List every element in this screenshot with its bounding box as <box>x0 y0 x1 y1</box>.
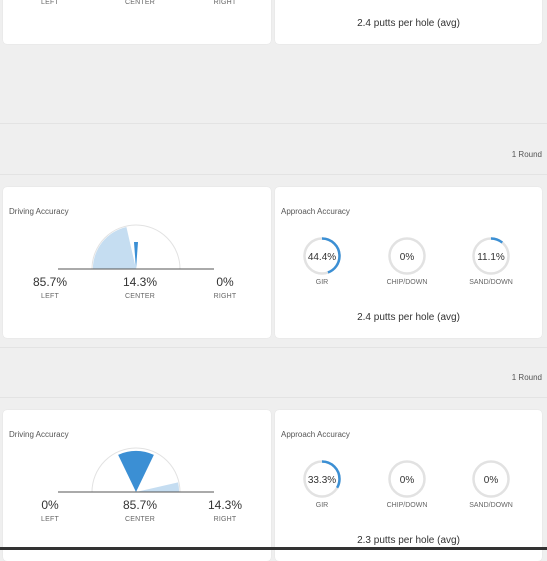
driving-left-percent: 85.7% <box>32 275 68 289</box>
driving-accuracy-card: Driving Accuracy 85.7% LEFT 14.3% CENTER 0% RI… <box>3 187 271 338</box>
driving-right-label: RIGHT <box>213 0 237 6</box>
approach-gir-stat: 44.4% GIR <box>282 236 362 286</box>
gir-ring-progress <box>303 237 341 275</box>
section-divider <box>0 174 547 175</box>
approach-gir-percent: 44.4% <box>308 252 336 263</box>
approach-gir-percent: 33.3% <box>308 475 336 486</box>
driving-right-label: RIGHT <box>213 516 237 523</box>
putts-per-hole: 2.3 putts per hole (avg) <box>357 535 460 546</box>
driving-center-percent: 14.3% <box>122 275 158 289</box>
driving-accuracy-title: Driving Accuracy <box>9 430 69 439</box>
approach-gir-stat: 33.3% GIR <box>282 459 362 509</box>
section-divider <box>0 347 547 348</box>
window-bottom-edge <box>0 547 547 550</box>
driving-right-percent: 14.3% <box>207 498 243 512</box>
driving-center-stat: 85.7% CENTER <box>100 498 180 523</box>
approach-sand-stat: 11.1% SAND/DOWN <box>451 236 531 286</box>
approach-sand-stat: 0% SAND/DOWN <box>451 459 531 509</box>
driving-right-stat: 0% RIGHT <box>185 275 265 300</box>
driving-left-stat: 42.9%LEFT <box>10 0 90 6</box>
driving-right-stat: 7.1%RIGHT <box>185 0 265 6</box>
rounds-count: 1 Round <box>511 150 542 159</box>
dial-right-sector <box>136 482 180 492</box>
sand-ring-icon: 11.1% <box>472 237 510 275</box>
approach-sand-label: SAND/DOWN <box>469 502 513 509</box>
rounds-count: 1 Round <box>511 373 542 382</box>
driving-center-percent: 85.7% <box>122 498 158 512</box>
sand-ring-progress <box>472 237 510 275</box>
approach-accuracy-card: Approach Accuracy 33.3% GIR 0% CHIP/DOWN 0% SA… <box>275 410 542 561</box>
putts-per-hole: 2.4 putts per hole (avg) <box>357 18 460 29</box>
approach-sand-percent: 0% <box>484 475 499 486</box>
putts-per-hole: 2.4 putts per hole (avg) <box>357 312 460 323</box>
approach-chip-percent: 0% <box>400 475 415 486</box>
approach-chip-stat: 0% CHIP/DOWN <box>367 236 447 286</box>
section-divider <box>0 397 547 398</box>
driving-left-stat: 0% LEFT <box>10 498 90 523</box>
sand-ring-icon: 0% <box>472 460 510 498</box>
driving-direction-dial <box>58 447 214 493</box>
driving-center-stat: 14.3% CENTER <box>100 275 180 300</box>
gir-ring-progress <box>303 460 341 498</box>
driving-left-percent: 0% <box>41 498 59 512</box>
driving-direction-dial <box>3 0 271 44</box>
driving-accuracy-title: Driving Accuracy <box>9 207 69 216</box>
driving-left-label: LEFT <box>41 0 59 6</box>
approach-chip-label: CHIP/DOWN <box>386 279 428 286</box>
driving-left-label: LEFT <box>41 516 59 523</box>
driving-left-stat: 85.7% LEFT <box>10 275 90 300</box>
driving-right-stat: 14.3% RIGHT <box>185 498 265 523</box>
dial-outline <box>91 224 181 270</box>
gir-ring-icon: 44.4% <box>303 237 341 275</box>
driving-right-label: RIGHT <box>213 293 237 300</box>
approach-accuracy-card: Approach Accuracy 44.4% GIR 0% CHIP/DOWN 11.1… <box>275 187 542 338</box>
approach-accuracy-title: Approach Accuracy <box>281 430 350 439</box>
dial-center-sector <box>133 241 139 269</box>
driving-center-stat: 50%CENTER <box>100 0 180 6</box>
approach-gir-label: GIR <box>315 279 329 286</box>
gir-ring-icon: 33.3% <box>303 460 341 498</box>
driving-accuracy-card: Driving Accuracy 0% LEFT 85.7% CENTER 14.3% RI… <box>3 410 271 561</box>
driving-right-percent: 0% <box>216 275 234 289</box>
driving-left-label: LEFT <box>41 293 59 300</box>
approach-chip-label: CHIP/DOWN <box>386 502 428 509</box>
driving-accuracy-card: 42.9%LEFT 50%CENTER 7.1%RIGHT <box>3 0 271 44</box>
approach-sand-label: SAND/DOWN <box>469 279 513 286</box>
driving-center-label: CENTER <box>125 0 155 6</box>
chip-ring-icon: 0% <box>388 460 426 498</box>
approach-chip-stat: 0% CHIP/DOWN <box>367 459 447 509</box>
approach-sand-percent: 11.1% <box>477 252 505 263</box>
driving-direction-dial <box>58 224 214 270</box>
section-divider <box>0 123 547 124</box>
approach-chip-percent: 0% <box>400 252 415 263</box>
chip-ring-icon: 0% <box>388 237 426 275</box>
dial-center-sector <box>118 450 154 492</box>
driving-center-label: CENTER <box>125 516 155 523</box>
approach-accuracy-title: Approach Accuracy <box>281 207 350 216</box>
approach-gir-label: GIR <box>315 502 329 509</box>
dial-left-sector <box>92 226 136 269</box>
driving-center-label: CENTER <box>125 293 155 300</box>
dial-outline <box>91 447 181 493</box>
